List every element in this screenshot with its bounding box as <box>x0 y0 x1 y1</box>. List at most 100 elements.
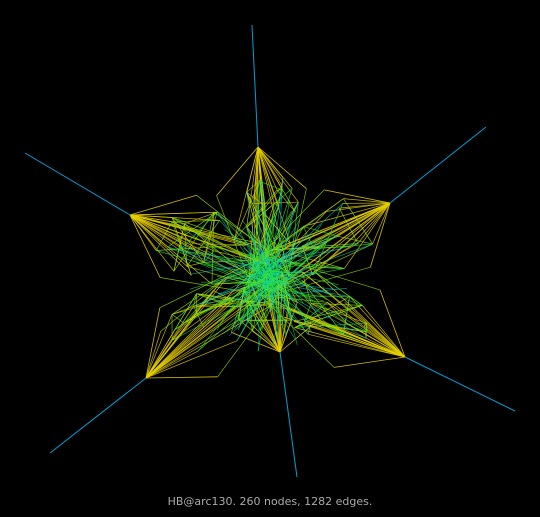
lobe-edge <box>257 146 283 191</box>
lobe-edge <box>252 330 281 353</box>
lobe-edge <box>261 202 391 255</box>
lobe-edge <box>233 189 278 241</box>
lobe-edge <box>145 319 239 379</box>
lobe-edge <box>145 350 199 379</box>
lobe-edge <box>257 146 293 189</box>
core-edge <box>272 243 373 281</box>
lobe-edge <box>233 179 261 241</box>
core-edge <box>245 262 294 289</box>
lobe-edge <box>155 221 173 251</box>
lobe-edge <box>337 235 373 245</box>
lobe-edge <box>281 271 290 310</box>
lobe-edge <box>145 340 238 379</box>
lobe-edge <box>257 146 299 203</box>
core-edge <box>223 244 325 334</box>
lobe-edge <box>294 318 312 328</box>
lobe-edge <box>203 250 215 263</box>
core-edge <box>211 273 259 285</box>
lobe-edge <box>246 192 266 207</box>
core-edge <box>264 236 338 267</box>
lobe-edge <box>247 320 281 353</box>
lobe-edge <box>261 210 291 245</box>
lobe-edge <box>303 226 315 250</box>
graph-caption: HB@arc130. 260 nodes, 1282 edges. <box>167 495 373 508</box>
lobe-edge <box>173 223 185 272</box>
lobe-edge <box>171 221 255 261</box>
core-edge <box>216 211 293 331</box>
lobe-edge <box>253 201 299 204</box>
lobe-edge <box>353 327 368 333</box>
lobe-edge <box>196 194 277 258</box>
lobe-edge <box>211 212 215 285</box>
lobe-edge <box>160 277 260 295</box>
lobe-edge <box>179 211 218 251</box>
lobe-edge <box>183 313 197 324</box>
hub-edge <box>251 24 259 148</box>
lobe-edge <box>129 214 188 267</box>
lobe-edge <box>261 210 290 277</box>
core-edge <box>270 211 293 310</box>
core-edge <box>259 247 313 333</box>
lobe-edge <box>294 321 406 358</box>
lobe-edge <box>343 198 391 204</box>
core-edge <box>255 234 307 302</box>
lobe-edge <box>311 303 363 306</box>
hub-edge <box>49 377 147 454</box>
core-edge <box>257 238 281 352</box>
lobe-edge <box>186 220 220 267</box>
core-edge <box>234 219 301 330</box>
core-edge <box>171 221 268 285</box>
hub-edge <box>24 152 131 216</box>
lobe-edge <box>339 202 391 209</box>
lobe-edge <box>246 203 275 228</box>
lobe-edge <box>179 250 269 265</box>
lobe-edge <box>278 258 381 291</box>
core-edge <box>270 224 292 299</box>
lobe-edge <box>364 323 367 326</box>
core-edge <box>242 255 321 312</box>
lobe-edge <box>279 318 321 353</box>
lobe-edge <box>196 293 236 309</box>
lobe-edge <box>372 202 391 245</box>
lobe-edge <box>129 214 215 252</box>
lobe-edge <box>357 202 391 244</box>
lobe-edge <box>257 146 291 244</box>
lobe-edge <box>145 288 269 379</box>
core-edge <box>250 251 287 337</box>
lobe-edge <box>287 307 344 336</box>
lobe-edge <box>129 214 173 223</box>
lobe-edge <box>301 202 391 247</box>
core-edges <box>167 177 373 352</box>
core-edge <box>272 227 296 346</box>
core-edge <box>250 247 284 291</box>
lobe-edge <box>129 211 218 216</box>
lobe-edge <box>301 271 406 358</box>
core-edge <box>275 274 363 306</box>
lobe-edges <box>129 146 406 379</box>
lobe-edge <box>366 323 368 332</box>
lobe-edge <box>257 146 307 190</box>
core-edge <box>234 264 299 279</box>
lobe-edge <box>311 266 345 269</box>
lobe-edge <box>313 202 391 250</box>
hub-edge <box>404 356 516 412</box>
lobe-edge <box>315 272 406 358</box>
lobe-edge <box>216 211 269 265</box>
lobe-edge <box>145 322 185 379</box>
lobe-edge <box>260 285 268 331</box>
lobe-edge <box>275 296 281 353</box>
lobe-edge <box>196 293 274 305</box>
lobe-edge <box>257 146 275 204</box>
lobe-edge <box>370 202 391 268</box>
lobe-edge <box>179 246 182 251</box>
core-edge <box>171 285 275 341</box>
lobe-edge <box>129 214 161 278</box>
lobe-edge <box>145 320 215 379</box>
lobe-edge <box>193 305 204 328</box>
lobe-edge <box>343 198 373 245</box>
core-edge <box>239 241 328 307</box>
lobe-edge <box>193 293 197 307</box>
core-edge <box>200 287 348 304</box>
lobe-edge <box>324 189 391 204</box>
core-edge <box>205 244 326 272</box>
